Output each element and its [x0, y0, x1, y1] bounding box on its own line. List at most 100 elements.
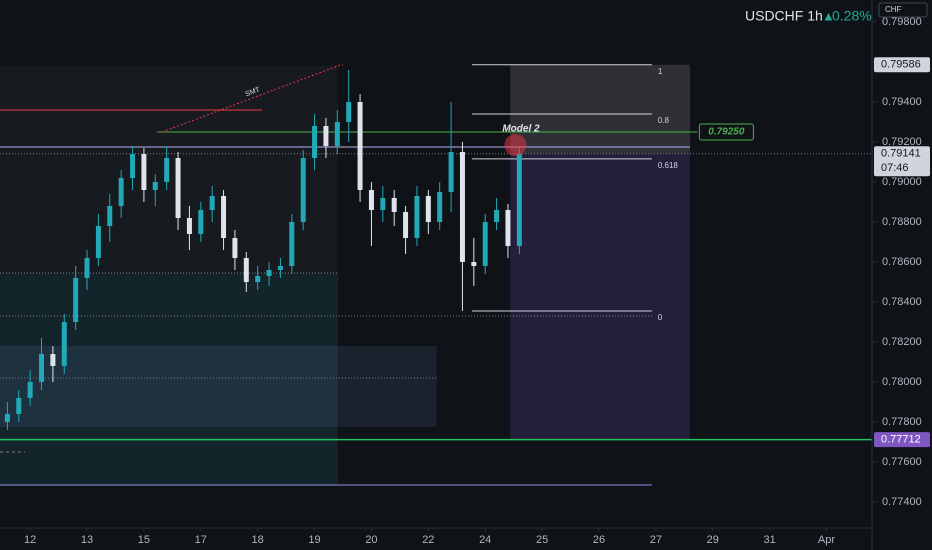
x-tick-label: 31 — [763, 534, 775, 546]
x-tick-label: 27 — [650, 534, 662, 546]
y-tick-label: 0.78400 — [882, 296, 922, 308]
y-tick-label: 0.79200 — [882, 136, 922, 148]
x-tick-label: 25 — [536, 534, 548, 546]
candle-body — [141, 154, 147, 190]
stop-price-tag: 0.77712 — [881, 434, 921, 446]
candle-body — [232, 238, 238, 258]
candle-body — [50, 354, 56, 366]
x-tick-label: 24 — [479, 534, 491, 546]
y-tick-label: 0.77800 — [882, 416, 922, 428]
candle-body — [437, 192, 443, 222]
candle-body — [39, 354, 45, 382]
target-price-tag-box — [874, 57, 930, 73]
x-tick-label: Apr — [818, 534, 835, 546]
candle-body — [243, 258, 249, 282]
candle-body — [16, 398, 22, 414]
y-tick-label: 0.77400 — [882, 496, 922, 508]
candle-body — [164, 158, 170, 182]
y-tick-label: 0.78200 — [882, 336, 922, 348]
fib-label: 0.8 — [658, 116, 670, 125]
candle-body — [471, 262, 477, 266]
x-tick-label: 15 — [138, 534, 150, 546]
alert-box — [698, 123, 754, 141]
candle-body — [289, 222, 295, 266]
candle-body — [221, 196, 227, 238]
candle-body — [209, 196, 215, 210]
candle-body — [346, 102, 352, 122]
zone — [0, 273, 338, 485]
candle-body — [186, 218, 192, 234]
zone — [0, 346, 437, 427]
x-tick-label: 19 — [308, 534, 320, 546]
candle-body — [494, 210, 500, 222]
candle-body — [118, 178, 124, 206]
candle-body — [198, 210, 204, 234]
candle-body — [414, 196, 420, 238]
candle-body — [425, 196, 431, 222]
candle-body — [391, 198, 397, 212]
candle-body — [175, 158, 181, 218]
candle-body — [516, 153, 522, 246]
y-tick-label: 0.79000 — [882, 176, 922, 188]
candle-body — [380, 198, 386, 210]
x-tick-label: 22 — [422, 534, 434, 546]
y-tick-label: 0.78600 — [882, 256, 922, 268]
candle-body — [323, 126, 329, 146]
candle-body — [84, 258, 90, 278]
change-percent: 0.28% — [832, 8, 872, 24]
target-zone — [510, 64, 690, 154]
candle-body — [459, 152, 465, 262]
candle-body — [334, 122, 340, 146]
candle-body — [505, 210, 511, 246]
x-tick-label: 17 — [195, 534, 207, 546]
x-tick-label: 18 — [252, 534, 264, 546]
candle-body — [27, 382, 33, 398]
candle-body — [368, 190, 374, 210]
candle-body — [152, 182, 158, 190]
candle-body — [4, 414, 10, 422]
candle-body — [357, 102, 363, 190]
last-price-tag-box — [874, 146, 930, 177]
y-tick-label: 0.79800 — [882, 16, 922, 28]
candle-body — [277, 266, 283, 270]
x-tick-label: 29 — [707, 534, 719, 546]
alert-label: 0.79250 — [708, 127, 745, 138]
marker-label: Model 2 — [502, 124, 540, 135]
fib-label: 1 — [658, 67, 663, 76]
fib-label: 0 — [658, 313, 663, 322]
last-price-tag: 0.79141 — [881, 148, 921, 160]
countdown: 07:46 — [881, 162, 909, 174]
smt-line — [161, 63, 344, 133]
candle-body — [61, 322, 67, 366]
x-tick-label: 13 — [81, 534, 93, 546]
signal-marker — [504, 134, 527, 156]
y-tick-label: 0.78000 — [882, 376, 922, 388]
change-arrow: ▲ — [822, 8, 835, 23]
fib-label: 0.618 — [658, 161, 679, 170]
stop-zone — [510, 153, 690, 440]
candle-body — [300, 158, 306, 222]
candle-body — [73, 278, 79, 322]
y-tick-label: 0.78800 — [882, 216, 922, 228]
y-tick-label: 0.77600 — [882, 456, 922, 468]
candle-body — [482, 222, 488, 266]
candle-body — [312, 126, 318, 158]
candle-body — [95, 226, 101, 258]
target-price-tag: 0.79586 — [881, 59, 921, 71]
candle-body — [448, 152, 454, 192]
candle-body — [403, 212, 409, 238]
currency: CHF — [885, 5, 902, 14]
symbol-title: USDCHF 1h — [745, 8, 823, 24]
candle-body — [266, 270, 272, 276]
currency-box[interactable] — [878, 2, 928, 18]
candle-body — [107, 206, 113, 226]
x-tick-label: 12 — [24, 534, 36, 546]
y-tick-label: 0.79400 — [882, 96, 922, 108]
stop-price-tag-box — [874, 432, 930, 448]
axes: 0.798000.796000.794000.792000.790000.788… — [24, 16, 930, 546]
candle-body — [130, 154, 136, 178]
x-tick-label: 20 — [365, 534, 377, 546]
